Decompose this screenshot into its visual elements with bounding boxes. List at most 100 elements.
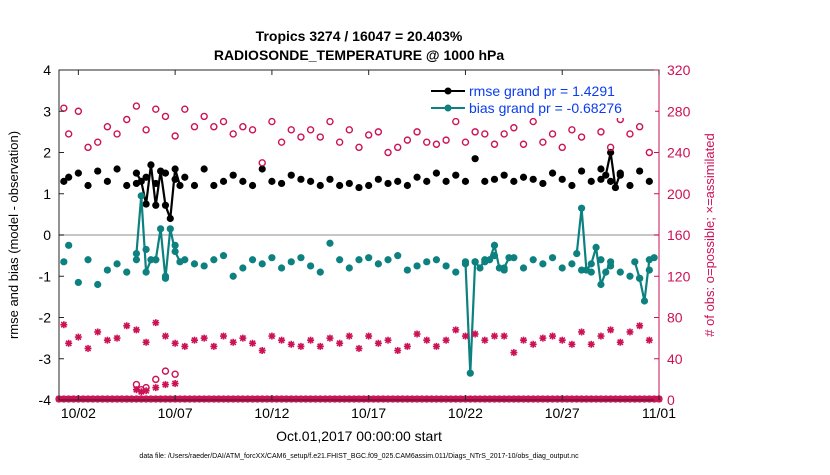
rmse-point [142,173,150,181]
bias-point [166,225,174,233]
obs-assimilated-marker [316,342,324,350]
obs-assimilated-marker [481,336,489,344]
rmse-point [568,181,576,190]
footnote: data file: /Users/raeder/DAI/ATM_forcXX/… [139,453,579,460]
obs-assimilated-zero-marker [636,395,644,403]
obs-assimilated-marker [210,342,218,350]
obs-assimilated-marker [94,328,102,336]
bias-point [582,266,591,274]
rmse-point [345,179,353,188]
obs-possible-marker [210,123,218,131]
rmse-point [452,171,460,179]
y-left-tick-label: -4 [39,392,52,408]
obs-assimilated-marker [452,326,460,334]
obs-possible-marker [287,126,295,134]
obs-possible-marker [152,105,160,113]
y-right-tick-label: 40 [667,351,683,367]
obs-possible-marker [568,126,576,134]
rmse-point [490,175,499,183]
rmse-point [219,177,228,185]
bias-point [219,252,228,260]
bias-point [307,262,315,270]
legend-bias-label: bias grand pr = -0.68276 [469,100,622,116]
obs-assimilated-marker [132,326,140,334]
obs-possible-marker [142,126,150,134]
bias-point [626,272,634,280]
obs-assimilated-marker [365,332,373,340]
obs-assimilated-marker [626,328,634,336]
y-right-tick-label: 200 [667,186,691,202]
obs-assimilated-marker [510,349,518,357]
obs-assimilated-marker [432,342,440,350]
rmse-point [558,175,566,183]
bias-point [587,260,595,268]
obs-assimilated-marker [461,332,469,340]
rmse-point [103,177,111,185]
rmse-point [626,181,634,190]
obs-assimilated-marker [297,342,305,350]
obs-possible-marker [161,112,170,121]
bias-point [573,249,581,258]
bias-point [500,264,508,272]
bias-point [248,256,257,264]
bias-point [548,254,557,262]
bias-point [277,264,286,272]
obs-possible-marker [219,117,228,126]
rmse-point [519,173,528,181]
bias-point [142,268,150,276]
obs-assimilated-marker [152,384,160,392]
bias-point [466,369,474,377]
obs-assimilated-marker [84,344,92,352]
rmse-point [161,201,170,209]
bias-point [171,247,179,256]
legend: rmse grand pr = 1.4291 bias grand pr = -… [425,78,655,118]
obs-assimilated-marker [597,332,605,340]
obs-possible-marker [519,140,528,148]
rmse-point [152,201,160,209]
rmse-point [510,177,518,185]
obs-possible-marker [403,136,412,144]
obs-assimilated-marker [326,334,334,342]
y-right-tick-label: 80 [667,310,683,326]
rmse-point [607,148,615,157]
bias-point [602,268,610,276]
y-left-tick-label: 0 [43,227,51,243]
bias-point [650,254,658,262]
obs-possible-marker [229,130,237,138]
rmse-point [336,181,344,190]
x-tick-label: 11/01 [642,405,676,421]
bias-point [432,256,441,264]
bias-point [210,256,218,264]
chart-title-line2: RADIOSONDE_TEMPERATURE @ 1000 hPa [214,47,505,63]
bias-point [476,264,484,272]
rmse-point [423,177,431,185]
rmse-point [529,175,537,183]
bias-point [113,260,121,268]
obs-possible-marker [374,128,383,136]
obs-possible-marker [103,123,112,131]
obs-possible-marker [626,130,634,138]
rmse-point [239,177,247,185]
obs-possible-marker [635,123,644,131]
obs-assimilated-marker [423,336,431,344]
y-right-tick-label: 320 [667,62,691,78]
obs-possible-marker [277,138,286,146]
y-left-tick-label: 1 [43,186,51,202]
bias-point [94,280,102,289]
rmse-point [636,167,644,175]
obs-assimilated-marker [520,336,528,344]
x-tick-label: 10/22 [448,405,483,421]
obs-possible-marker [606,143,615,152]
bias-point [297,254,305,262]
rmse-point [500,171,508,179]
rmse-point [403,181,411,190]
bias-point [471,258,479,266]
rmse-point [461,177,470,185]
bias-point [336,256,344,264]
obs-assimilated-marker [500,332,508,340]
chart-title-line1: Tropics 3274 / 16047 = 20.403% [256,28,463,44]
obs-possible-marker [461,138,470,146]
rmse-point [365,181,373,190]
rmse-point [123,181,131,190]
obs-assimilated-marker [384,336,392,344]
